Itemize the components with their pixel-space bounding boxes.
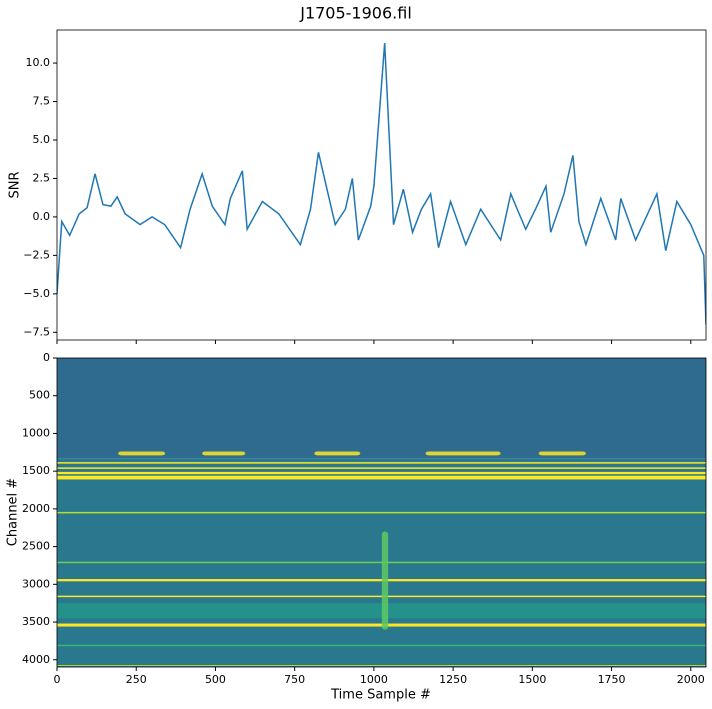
x-tick-label: 1500	[518, 673, 546, 686]
axes-frame	[56, 29, 707, 341]
channel-band	[57, 561, 706, 564]
y-tick-label: −2.5	[23, 248, 50, 261]
y-tick-label: −7.5	[23, 325, 50, 338]
y-tick-label: 0.0	[33, 210, 51, 223]
x-tick-label: 1000	[360, 673, 388, 686]
y-tick-label: 5.0	[33, 133, 51, 146]
channel-band	[57, 644, 706, 647]
y-tick-label: 1000	[22, 426, 50, 439]
y-tick-label: 1500	[22, 464, 50, 477]
y-axis-label: SNR	[8, 171, 23, 198]
channel-band	[57, 665, 706, 667]
plot-area	[57, 43, 706, 325]
channel-band	[57, 358, 706, 459]
y-tick-label: 3000	[22, 577, 50, 590]
channel-band	[57, 471, 706, 475]
y-tick-label: −5.0	[23, 287, 50, 300]
chart-title: J1705-1906.fil	[299, 4, 412, 23]
y-tick-label: 500	[29, 389, 50, 402]
x-tick-label: 0	[54, 673, 61, 686]
x-axis-label: Time Sample #	[330, 688, 431, 703]
signal-blob	[314, 451, 361, 456]
snr-line	[57, 43, 706, 325]
x-tick-label: 2000	[677, 673, 705, 686]
y-tick-label: 2000	[22, 502, 50, 515]
y-tick-label: 7.5	[33, 95, 51, 108]
channel-band	[57, 462, 706, 464]
channel-band	[57, 595, 706, 598]
y-tick-label: 2500	[22, 540, 50, 553]
y-tick-label: 2.5	[33, 171, 51, 184]
channel-band	[57, 511, 706, 514]
plot-area	[57, 358, 706, 667]
x-tick-label: 250	[126, 673, 147, 686]
x-tick-label: 1750	[598, 673, 626, 686]
signal-blob	[381, 531, 389, 630]
signal-blob	[538, 451, 586, 456]
signal-blob	[202, 451, 246, 456]
y-tick-label: 4000	[22, 653, 50, 666]
channel-band	[57, 603, 706, 619]
y-tick-label: 3500	[22, 615, 50, 628]
y-tick-label: 10.0	[26, 56, 51, 69]
channel-band	[57, 475, 706, 480]
signal-blob	[118, 451, 166, 456]
signal-blob	[425, 451, 501, 456]
channel-band	[57, 467, 706, 469]
channel-band	[57, 623, 706, 627]
x-tick-label: 1250	[439, 673, 467, 686]
channel-band	[57, 579, 706, 582]
y-axis-label: Channel #	[6, 478, 21, 546]
x-tick-label: 750	[284, 673, 305, 686]
y-tick-label: 0	[43, 351, 50, 364]
axes-frame	[56, 357, 707, 668]
x-tick-label: 500	[205, 673, 226, 686]
